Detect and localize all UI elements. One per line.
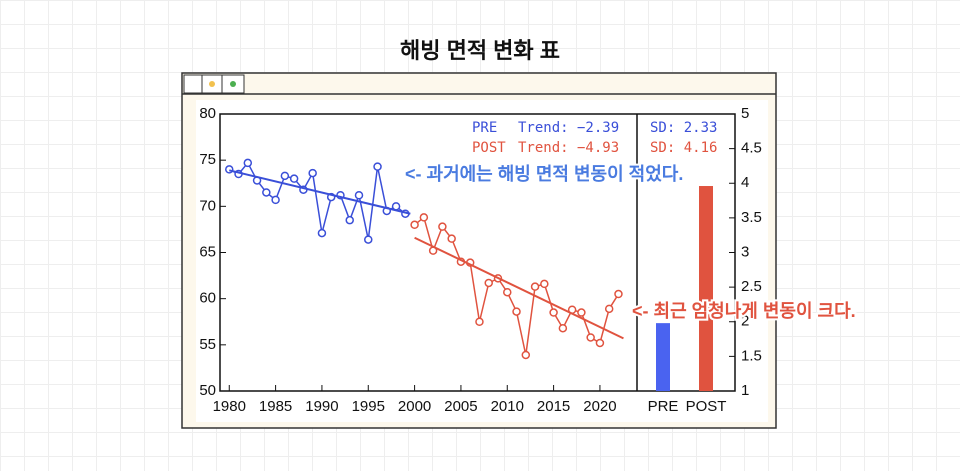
y-tick-label: 50 bbox=[199, 382, 216, 399]
data-point bbox=[373, 162, 382, 171]
annotation: <- 최근 엄청나게 변동이 크다. bbox=[632, 301, 856, 321]
trend-line bbox=[229, 169, 411, 215]
y-tick-label: 60 bbox=[199, 290, 216, 307]
data-point bbox=[438, 222, 447, 231]
legend-trend: Trend: −4.93 bbox=[518, 140, 619, 156]
y2-tick-label: 2 bbox=[741, 313, 749, 330]
page-title: 해빙 면적 변화 표 bbox=[400, 38, 560, 63]
y-tick-label: 80 bbox=[199, 105, 216, 122]
y2-tick-label: 1.5 bbox=[741, 347, 762, 364]
data-point bbox=[364, 235, 373, 244]
x-tick-label: 1990 bbox=[305, 398, 338, 415]
data-point bbox=[484, 278, 493, 288]
x-tick-label: PRE bbox=[648, 398, 679, 415]
data-point bbox=[586, 333, 595, 342]
bar bbox=[656, 323, 670, 391]
data-point bbox=[289, 174, 299, 183]
x-tick-label: 1980 bbox=[213, 398, 246, 415]
legend-sd: SD: 2.33 bbox=[650, 120, 717, 136]
data-point bbox=[549, 308, 558, 317]
chart-area bbox=[196, 100, 768, 422]
chart: 50 55 60 65 70 75 80 1980 1985 1990 1995 2000 2005 20… bbox=[199, 105, 857, 415]
data-point bbox=[540, 279, 549, 289]
window-icon bbox=[183, 74, 203, 94]
legend-sd: SD: 4.16 bbox=[650, 140, 717, 156]
data-point bbox=[558, 323, 568, 333]
y-tick-label: 65 bbox=[199, 243, 216, 260]
data-point bbox=[419, 213, 429, 222]
x-tick-label: 1985 bbox=[259, 398, 292, 415]
x-tick-label: POST bbox=[686, 398, 727, 415]
y-tick-label: 55 bbox=[199, 336, 216, 353]
data-point bbox=[345, 215, 354, 225]
legend-trend: Trend: −2.39 bbox=[518, 120, 619, 136]
data-point bbox=[271, 195, 280, 205]
data-point bbox=[595, 338, 605, 348]
data-point bbox=[503, 287, 512, 297]
y2-tick-label: 3.5 bbox=[741, 209, 762, 226]
x-tick-label: 2005 bbox=[444, 398, 477, 415]
data-point bbox=[243, 158, 253, 168]
bar bbox=[699, 186, 713, 391]
y2-tick-label: 4 bbox=[741, 174, 749, 191]
data-point bbox=[577, 308, 586, 317]
data-point bbox=[354, 191, 364, 200]
annotation: <- 과거에는 해빙 면적 변동이 적었다. bbox=[405, 164, 683, 184]
data-point bbox=[410, 220, 419, 230]
window-dot bbox=[209, 81, 215, 87]
window-dot bbox=[230, 81, 236, 87]
data-point bbox=[475, 317, 484, 326]
legend-name: POST bbox=[472, 140, 506, 156]
data-point bbox=[317, 228, 327, 238]
data-point bbox=[280, 171, 290, 181]
legend-name: PRE bbox=[472, 120, 497, 136]
x-tick-label: 2010 bbox=[491, 398, 524, 415]
y-tick-label: 70 bbox=[199, 197, 216, 214]
data-point bbox=[308, 168, 317, 178]
data-point bbox=[447, 234, 456, 243]
data-point bbox=[604, 304, 614, 314]
y-tick-label: 75 bbox=[199, 151, 216, 168]
x-tick-label: 2015 bbox=[537, 398, 570, 415]
trend-line bbox=[414, 236, 624, 340]
data-point bbox=[512, 307, 521, 316]
x-tick-label: 1995 bbox=[352, 398, 385, 415]
y2-tick-label: 2.5 bbox=[741, 278, 762, 295]
x-tick-label: 2020 bbox=[583, 398, 616, 415]
data-point bbox=[530, 282, 540, 291]
x-tick-label: 2000 bbox=[398, 398, 431, 415]
y2-tick-label: 3 bbox=[741, 243, 749, 260]
y2-tick-label: 1 bbox=[741, 382, 749, 399]
data-point bbox=[521, 350, 531, 360]
y2-tick-label: 5 bbox=[741, 105, 749, 122]
data-point bbox=[614, 289, 623, 299]
data-point bbox=[262, 188, 271, 197]
y2-tick-label: 4.5 bbox=[741, 140, 762, 157]
